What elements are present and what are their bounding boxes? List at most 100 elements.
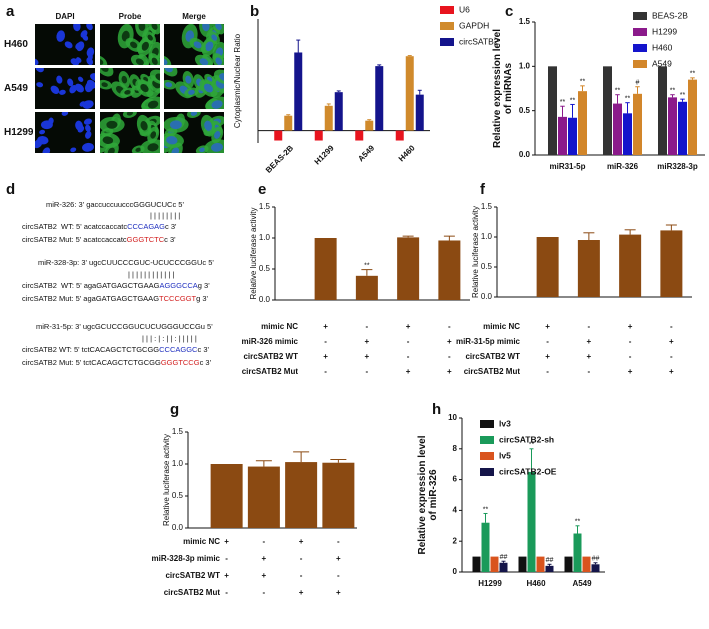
legend-label: A549 [652, 58, 672, 68]
bar [545, 565, 554, 572]
bar [582, 556, 591, 572]
sequence-segment: c 3' [165, 222, 177, 231]
condition-label: circSATB2 WT [243, 352, 298, 361]
bar [518, 556, 527, 572]
significance-label: ** [615, 88, 621, 95]
y-tick-label: 1.5 [259, 202, 271, 211]
condition-mark: - [337, 571, 340, 580]
nucleus [185, 75, 192, 84]
condition-mark: + [669, 337, 674, 346]
condition-mark: + [224, 571, 229, 580]
condition-mark: - [263, 588, 266, 597]
nucleus [83, 118, 92, 125]
legend-swatch [440, 22, 454, 30]
bar [438, 240, 461, 300]
y-tick-label: 6 [453, 475, 458, 484]
sequence-line: circSATB2 Mut: 5' tctCACAGCTCTGCGGGGGTCC… [22, 358, 212, 367]
bar [619, 234, 642, 297]
y-tick-label: 0.5 [172, 491, 184, 500]
bar [294, 52, 303, 131]
condition-mark: - [300, 571, 303, 580]
nucleus [126, 112, 133, 116]
nucleus [35, 68, 44, 73]
nucleus [165, 82, 173, 88]
nucleus [135, 147, 142, 152]
significance-label: ## [546, 557, 554, 564]
column-header: Probe [119, 12, 142, 21]
condition-mark: - [448, 352, 451, 361]
sequence-segment: c 3' [197, 345, 209, 354]
nucleus [129, 41, 138, 49]
y-tick-label: 1.0 [519, 61, 531, 70]
condition-mark: + [323, 352, 328, 361]
condition-mark: + [262, 571, 267, 580]
nucleus [215, 57, 223, 65]
micrograph [164, 24, 224, 65]
y-tick-label: 0.5 [481, 262, 493, 271]
condition-mark: + [323, 322, 328, 331]
y-axis-label: of miR-326 [428, 469, 439, 521]
bar [285, 462, 318, 528]
nucleus [76, 41, 85, 52]
nucleus [169, 120, 182, 130]
nucleus [205, 41, 214, 52]
micrograph [35, 112, 95, 153]
y-axis-label: Relative expression level [492, 29, 503, 148]
nucleus [36, 82, 44, 88]
nucleus [204, 120, 212, 131]
nucleus [56, 30, 66, 42]
cells [35, 68, 95, 109]
condition-label: mimic NC [483, 322, 520, 331]
condition-mark: + [587, 337, 592, 346]
condition-label: circSATB2 WT [465, 352, 520, 361]
bar [247, 466, 280, 528]
bar [499, 562, 508, 572]
nucleus [188, 89, 195, 95]
x-tick-label: H460 [526, 579, 546, 588]
nucleus [199, 58, 209, 65]
nucleus [100, 68, 109, 72]
sequence-segment: c 3' [200, 358, 212, 367]
bar [397, 237, 420, 300]
x-tick-label: miR31-5p [549, 162, 585, 171]
bar [490, 556, 499, 572]
sequence-segment: g 3' [198, 281, 210, 290]
significance-label: ** [680, 92, 686, 99]
bar [415, 94, 424, 131]
nucleus [215, 24, 222, 31]
significance-label: ** [570, 97, 576, 104]
significance-label: ** [625, 96, 631, 103]
bar [633, 93, 642, 155]
nucleus [140, 84, 149, 93]
nucleus [85, 124, 91, 132]
bar [334, 92, 343, 131]
nucleus [64, 41, 73, 49]
cells [164, 112, 224, 153]
micrograph [100, 24, 160, 65]
sequence-segment: miR-328-3p: 3' ugcCUUCCCGUC-UCUCCCGGUc 5… [38, 258, 214, 267]
x-tick-label: miR328-3p [657, 162, 698, 171]
condition-mark: - [324, 337, 327, 346]
legend-swatch [633, 28, 647, 36]
nucleus [214, 130, 221, 139]
x-tick-label: miR-326 [607, 162, 639, 171]
sequence-segment: c 3' [164, 235, 176, 244]
nucleus [121, 75, 128, 84]
bar [668, 97, 677, 155]
y-tick-label: 4 [453, 506, 458, 515]
micrograph [100, 68, 160, 109]
significance-label: ## [500, 554, 508, 561]
nucleus [135, 58, 144, 65]
y-tick-label: 8 [453, 444, 458, 453]
significance-label: ** [580, 79, 586, 86]
nucleus [155, 73, 160, 81]
sequence-line: circSATB2 WT: 5' acatccaccatcCCCAGAGc 3' [22, 222, 177, 231]
nucleus [190, 112, 198, 116]
sequence-segment: CCCAGGC [159, 345, 198, 354]
legend-swatch [633, 12, 647, 20]
bar [591, 564, 600, 572]
bar [314, 130, 323, 141]
nucleus [150, 131, 157, 139]
sequence-segment: GGGTCCG [161, 358, 200, 367]
condition-label: miR-31-5p mimic [456, 337, 521, 346]
